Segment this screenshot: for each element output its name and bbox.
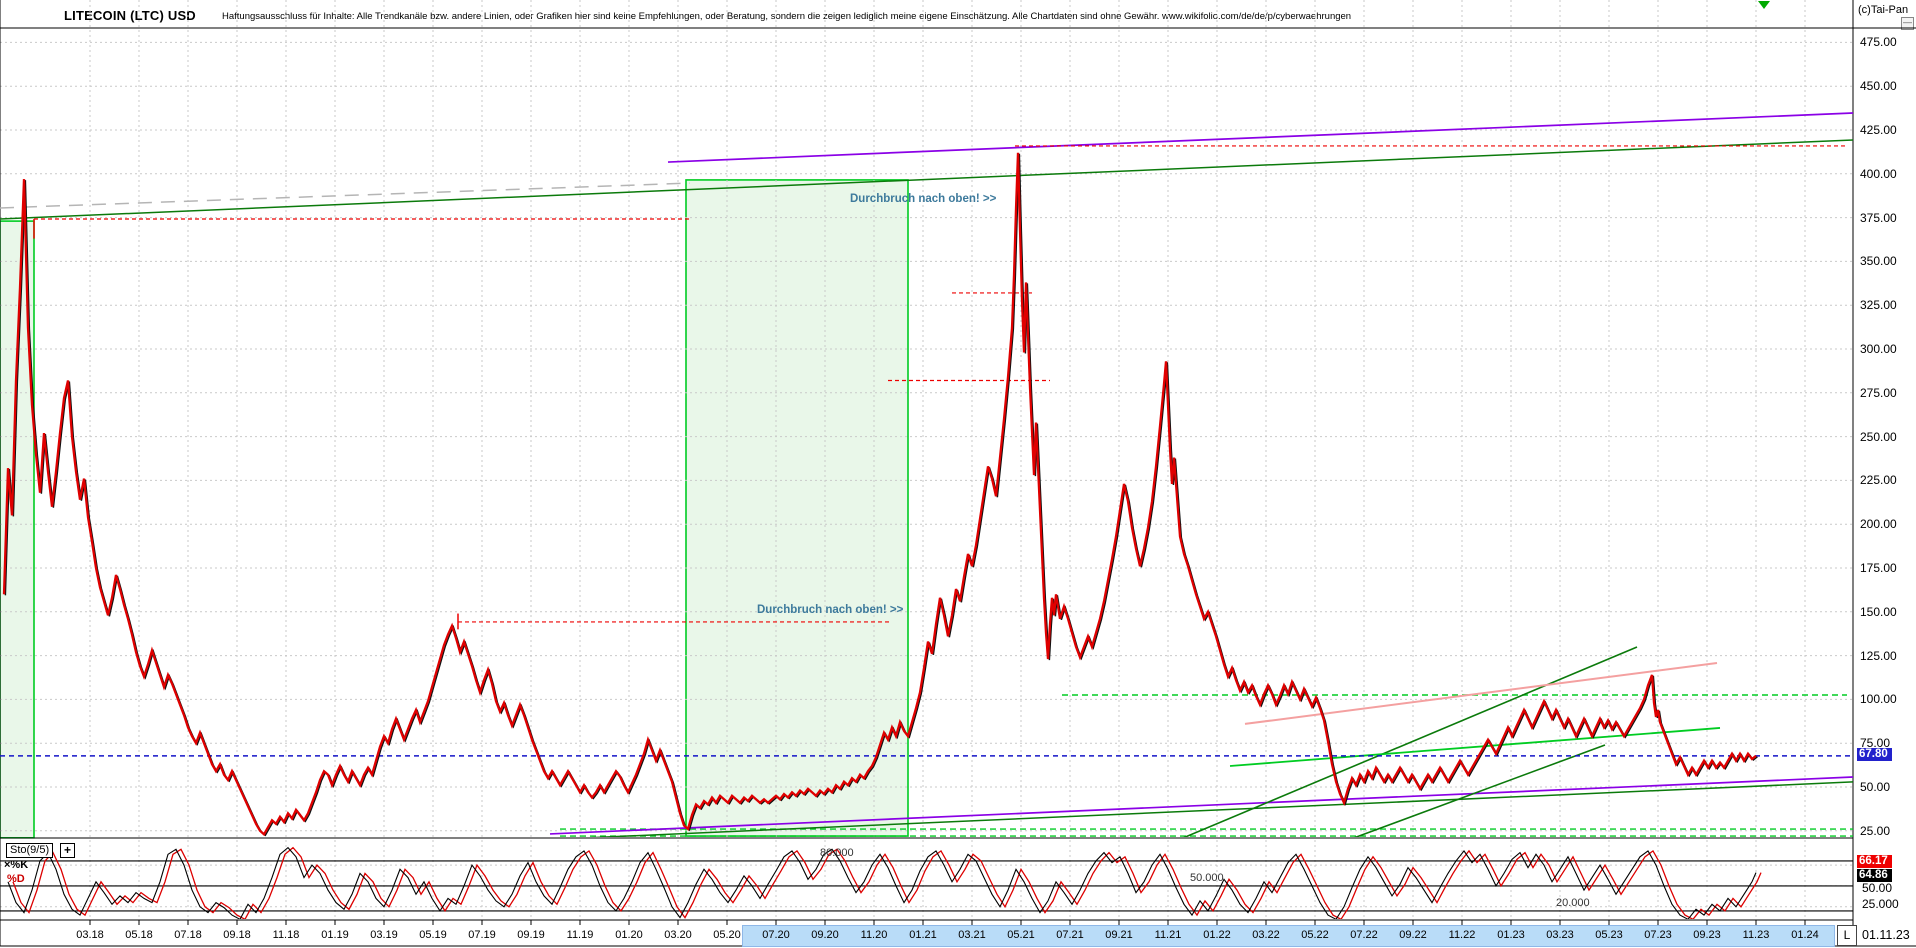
sto-level-label: 50.000	[1190, 871, 1224, 884]
stochastic-d-line	[12, 846, 1762, 919]
time-axis-label: 09.18	[223, 929, 251, 941]
collapse-icon[interactable]: —	[1901, 17, 1914, 30]
time-axis-label: 03.20	[664, 929, 692, 941]
time-axis-label: 09.23	[1693, 929, 1721, 941]
time-axis-label: 07.22	[1350, 929, 1378, 941]
sto-level-label: 80.000	[820, 846, 854, 859]
price-axis-label: 225.00	[1860, 473, 1897, 488]
time-axis-label: 11.18	[272, 929, 300, 941]
price-axis-label: 25.00	[1860, 823, 1891, 838]
time-axis-label: 01.23	[1497, 929, 1525, 941]
copyright-label: (c)Tai-Pan	[1858, 4, 1909, 16]
time-axis-label: 07.19	[468, 929, 496, 941]
sto-axis-label: 25.000	[1862, 897, 1899, 911]
indicator-name-button[interactable]: Sto(9/5)	[6, 843, 54, 858]
last-price-badge: 67.80	[1857, 748, 1892, 761]
price-axis-label: 50.00	[1860, 780, 1891, 794]
page-title: LITECOIN (LTC) USD	[64, 8, 196, 23]
time-axis-label: 03.19	[370, 929, 398, 941]
disclaimer-text: Haftungsausschluss für Inhalte: Alle Tre…	[222, 11, 1352, 22]
shallow-bright-green	[1229, 727, 1721, 767]
time-axis-label: 05.19	[419, 929, 447, 941]
price-axis-label: 350.00	[1860, 254, 1897, 269]
steep-green-a	[1183, 646, 1638, 837]
stochastic-d-value-badge: 64.86	[1857, 869, 1892, 882]
breakout-annotation: Durchbruch nach oben! >>	[757, 604, 904, 616]
time-axis-label: 11.22	[1448, 929, 1476, 941]
time-axis-label: 07.18	[174, 929, 202, 941]
time-axis-label: 07.23	[1644, 929, 1672, 941]
time-axis-label: 01.24	[1791, 929, 1819, 941]
nav-l-button[interactable]: L	[1837, 925, 1857, 946]
time-axis-label: 07.20	[762, 929, 790, 941]
upper-gray-dashed	[0, 182, 691, 209]
price-axis-label: 425.00	[1860, 123, 1897, 137]
time-axis-label: 07.21	[1056, 929, 1084, 941]
price-axis-label: 375.00	[1860, 210, 1897, 225]
upper-channel-purple	[667, 112, 1853, 163]
box-2020-accumulation	[685, 179, 909, 837]
time-axis-label: 09.22	[1399, 929, 1427, 941]
price-axis-label: 275.00	[1860, 385, 1897, 400]
price-axis-label: 450.00	[1860, 79, 1897, 94]
sto-axis-label: 50.00	[1862, 881, 1893, 895]
time-axis-label: 05.23	[1595, 929, 1623, 941]
price-axis-label: 300.00	[1860, 342, 1897, 356]
price-axis-label: 175.00	[1860, 561, 1897, 575]
sto-level-label: 20.000	[1556, 896, 1590, 909]
time-axis-label: 01.20	[615, 929, 643, 941]
price-axis-label: 325.00	[1860, 298, 1897, 313]
price-axis-label: 250.00	[1860, 429, 1897, 444]
time-axis-label: 03.18	[76, 929, 104, 941]
price-axis-label: 475.00	[1860, 35, 1897, 50]
time-axis-label: 11.21	[1154, 929, 1182, 941]
stochastic-k-label: ×%K	[4, 859, 29, 871]
time-axis-label: 11.20	[860, 929, 888, 941]
time-axis-label: 05.21	[1007, 929, 1035, 941]
time-axis-label: 05.20	[713, 929, 741, 941]
candlestick-series	[2, 152, 1757, 837]
upper-channel-green	[0, 139, 1853, 220]
pink-trend	[1244, 661, 1718, 725]
top-marker-icon	[1758, 1, 1770, 9]
price-axis-label: 150.00	[1860, 604, 1897, 619]
time-axis-label: 03.22	[1252, 929, 1280, 941]
time-axis-label: 03.21	[958, 929, 986, 941]
lower-channel-purple	[549, 776, 1853, 835]
time-axis-label: 09.21	[1105, 929, 1133, 941]
price-axis-label: 75.00	[1860, 736, 1891, 751]
steep-green-b	[1354, 744, 1606, 837]
stochastic-k-value-badge: 66.17	[1857, 855, 1892, 868]
price-axis-label: 125.00	[1860, 648, 1897, 663]
breakout-annotation: Durchbruch nach oben! >>	[850, 193, 997, 205]
stochastic-k-line	[7, 846, 1757, 919]
stochastic-d-label: %D	[7, 873, 25, 885]
time-axis-label: 09.19	[517, 929, 545, 941]
time-axis-label: 05.18	[125, 929, 153, 941]
time-axis-label: 05.22	[1301, 929, 1329, 941]
time-axis-label: 09.20	[811, 929, 839, 941]
time-axis-label: 01.21	[909, 929, 937, 941]
lower-channel-green	[589, 781, 1853, 837]
time-axis-label: 11.19	[566, 929, 594, 941]
time-axis-label: 03.23	[1546, 929, 1574, 941]
price-axis-label: 200.00	[1860, 517, 1897, 532]
indicator-add-button[interactable]: +	[60, 843, 75, 858]
date-range-highlight[interactable]	[742, 925, 1835, 947]
time-axis-label: 11.23	[1742, 929, 1770, 941]
time-axis-label: 01.22	[1203, 929, 1231, 941]
time-axis-label: 01.19	[321, 929, 349, 941]
last-date-label: 01.11.23	[1862, 928, 1910, 942]
price-axis-label: 400.00	[1860, 166, 1897, 181]
price-axis-label: 100.00	[1860, 692, 1897, 707]
